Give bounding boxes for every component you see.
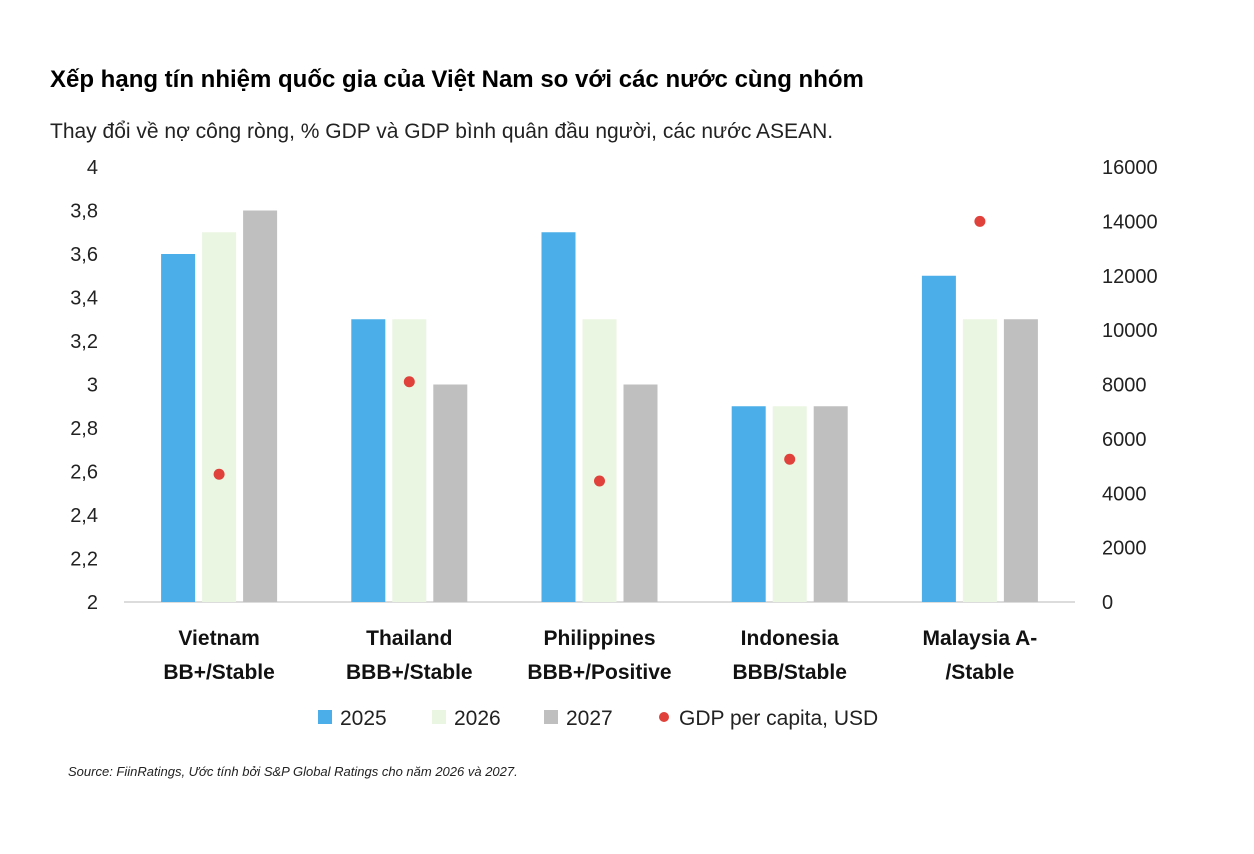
legend: 2025 2026 2027 GDP per capita, USD xyxy=(318,707,878,730)
right-tick-label: 4000 xyxy=(1102,483,1147,505)
category-label: Malaysia A- xyxy=(923,627,1038,650)
legend-2027-swatch xyxy=(544,710,558,724)
bar-2027 xyxy=(1003,319,1038,602)
right-tick-label: 16000 xyxy=(1102,157,1158,179)
right-tick-label: 14000 xyxy=(1102,211,1158,233)
category-label: /Stable xyxy=(945,661,1014,684)
bar-2026 xyxy=(202,232,237,602)
bar-2025 xyxy=(731,406,766,602)
right-tick-label: 10000 xyxy=(1102,320,1158,342)
right-tick-label: 8000 xyxy=(1102,375,1147,397)
category-label: Philippines xyxy=(543,627,655,650)
legend-2026-label: 2026 xyxy=(454,707,501,730)
left-tick-label: 2 xyxy=(87,592,98,614)
category-label: Indonesia xyxy=(741,627,839,650)
category-label: BBB+/Stable xyxy=(346,661,473,684)
bar-2027 xyxy=(433,384,468,602)
left-tick-label: 3,2 xyxy=(70,331,98,353)
category-label: Thailand xyxy=(366,627,452,650)
bar-2025 xyxy=(921,275,956,602)
right-tick-label: 6000 xyxy=(1102,429,1147,451)
right-tick-label: 0 xyxy=(1102,592,1113,614)
category-label: BB+/Stable xyxy=(163,661,274,684)
left-axis-ticks: 2 2,2 2,4 2,6 2,8 3 3,2 3,4 3,6 3,8 4 xyxy=(70,157,98,614)
left-tick-label: 3,8 xyxy=(70,201,98,223)
gdp-point xyxy=(403,376,415,388)
right-tick-label: 12000 xyxy=(1102,266,1158,288)
left-tick-label: 4 xyxy=(87,157,98,179)
bar-2025 xyxy=(541,232,576,602)
legend-2025-swatch xyxy=(318,710,332,724)
left-tick-label: 2,8 xyxy=(70,418,98,440)
category-label: Vietnam xyxy=(178,627,259,650)
bars-group xyxy=(161,210,1038,602)
legend-2027-label: 2027 xyxy=(566,707,613,730)
bar-2025 xyxy=(351,319,386,602)
gdp-point xyxy=(784,453,796,465)
bar-2027 xyxy=(623,384,658,602)
left-tick-label: 2,4 xyxy=(70,505,98,527)
gdp-point xyxy=(213,468,225,480)
left-tick-label: 3 xyxy=(87,375,98,397)
category-label: BBB/Stable xyxy=(733,661,847,684)
bar-2026 xyxy=(772,406,807,602)
right-tick-label: 2000 xyxy=(1102,538,1147,560)
legend-gdp-label: GDP per capita, USD xyxy=(679,707,878,730)
left-tick-label: 2,2 xyxy=(70,549,98,571)
bar-2025 xyxy=(161,254,196,602)
legend-gdp-swatch xyxy=(659,712,669,722)
category-labels: Vietnam BB+/Stable Thailand BBB+/Stable Phil… xyxy=(163,627,1037,684)
chart-title: Xếp hạng tín nhiệm quốc gia của Việt Nam… xyxy=(50,66,864,93)
left-tick-label: 2,6 xyxy=(70,462,98,484)
bar-2027 xyxy=(813,406,848,602)
bar-2027 xyxy=(243,210,278,602)
legend-2025-label: 2025 xyxy=(340,707,387,730)
gdp-point xyxy=(594,475,605,487)
category-label: BBB+/Positive xyxy=(527,661,671,684)
left-tick-label: 3,6 xyxy=(70,244,98,266)
bar-2026 xyxy=(582,319,617,602)
gdp-point xyxy=(974,215,986,227)
legend-2026-swatch xyxy=(432,710,446,724)
bar-2026 xyxy=(962,319,997,602)
bar-2026 xyxy=(392,319,427,602)
left-tick-label: 3,4 xyxy=(70,288,98,310)
right-axis-ticks: 0 2000 4000 6000 8000 10000 12000 14000 16000 xyxy=(1102,157,1158,614)
gdp-points-group xyxy=(213,215,986,487)
chart-subtitle: Thay đổi về nợ công ròng, % GDP và GDP b… xyxy=(50,120,834,143)
source-note: Source: FiinRatings, Ước tính bởi S&P Gl… xyxy=(68,764,518,779)
